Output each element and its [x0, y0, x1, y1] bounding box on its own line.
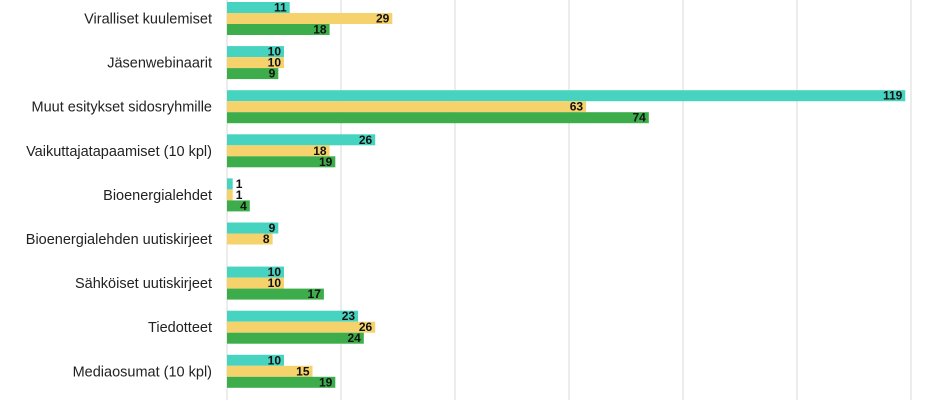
bar [227, 222, 279, 234]
gridlines [226, 0, 912, 400]
data-label: 19 [319, 375, 333, 389]
bar [227, 310, 359, 322]
data-label: 17 [308, 287, 322, 301]
data-label: 26 [359, 133, 373, 147]
bar [227, 376, 336, 388]
data-label: 74 [632, 111, 646, 125]
data-label: 11 [274, 1, 287, 15]
bar [227, 2, 290, 13]
data-label: 18 [313, 144, 327, 158]
data-label: 23 [342, 309, 356, 323]
bar [227, 68, 279, 80]
data-label: 15 [296, 364, 310, 378]
category-label: Muut esitykset sidosryhmille [32, 100, 213, 116]
data-label: 10 [268, 45, 282, 59]
bar [227, 24, 330, 35]
bar [227, 46, 284, 58]
bar [227, 321, 376, 333]
bar [227, 233, 273, 245]
bar [227, 332, 364, 344]
data-label: 119 [883, 89, 903, 103]
data-label: 9 [269, 221, 276, 235]
bar [227, 101, 587, 113]
category-label: Sähköiset uutiskirjeet [75, 276, 212, 292]
data-label: 19 [319, 155, 333, 169]
bar [227, 90, 906, 102]
data-label: 24 [347, 331, 361, 345]
data-label: 8 [263, 232, 270, 246]
bar [227, 57, 284, 69]
bar [227, 189, 233, 201]
data-label: 10 [268, 276, 282, 290]
data-label: 10 [268, 56, 282, 70]
data-label: 1 [236, 188, 243, 202]
bar [227, 134, 376, 146]
bar [227, 277, 284, 289]
category-label: Jäsenwebinaarit [107, 56, 212, 72]
bar [227, 145, 330, 157]
category-labels: Viralliset kuulemiset Jäsenwebinaarit Muut… [26, 12, 212, 381]
category-label: Bioenergialehdet [103, 188, 212, 204]
data-label: 63 [570, 100, 584, 114]
bar [227, 13, 393, 24]
bar [227, 112, 649, 124]
data-label: 1 [236, 177, 243, 191]
category-label: Vaikuttajatapaamiset (10 kpl) [26, 144, 212, 160]
bar [227, 200, 250, 212]
bar [227, 178, 233, 190]
category-label: Bioenergialehden uutiskirjeet [26, 232, 212, 248]
category-label: Tiedotteet [148, 320, 212, 336]
bars [227, 2, 906, 388]
data-label: 18 [313, 23, 327, 37]
category-label: Viralliset kuulemiset [84, 12, 212, 28]
value-labels: 1129181010911963742618191149810101723262… [236, 1, 903, 390]
bar [227, 156, 336, 168]
data-label: 29 [376, 12, 390, 26]
data-label: 4 [240, 199, 247, 213]
data-label: 10 [268, 265, 282, 279]
bar [227, 288, 324, 300]
bar [227, 266, 284, 278]
data-label: 26 [359, 320, 373, 334]
data-label: 9 [269, 67, 276, 81]
category-label: Mediaosumat (10 kpl) [73, 364, 212, 380]
bar [227, 354, 284, 366]
data-label: 10 [268, 353, 282, 367]
bar [227, 365, 313, 377]
